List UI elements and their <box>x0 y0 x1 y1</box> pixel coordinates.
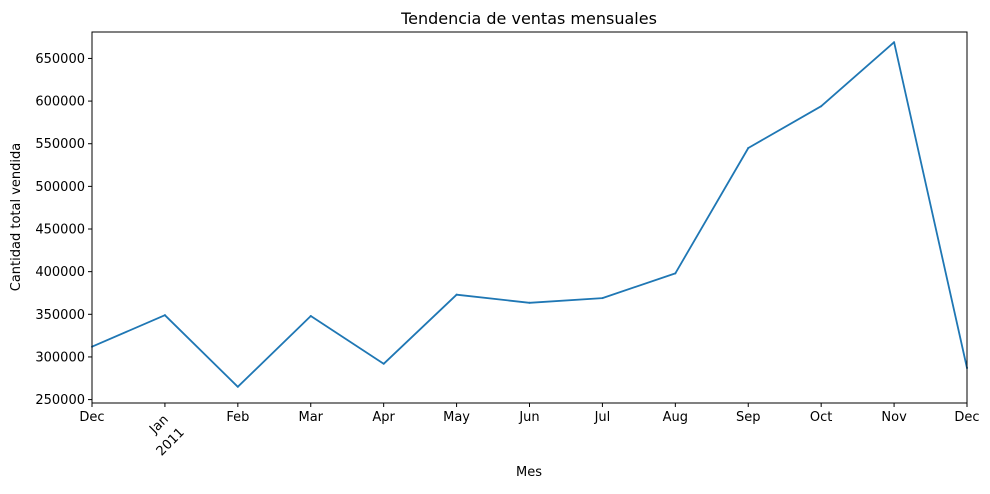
x-tick-label: Oct <box>810 410 832 425</box>
x-tick-label: Jun <box>518 410 539 425</box>
x-axis-label: Mes <box>516 465 542 480</box>
x-tick-label: Apr <box>372 410 395 425</box>
data-point <box>893 41 896 44</box>
y-tick-label: 500000 <box>35 180 85 195</box>
y-axis-label: Cantidad total vendida <box>9 143 24 291</box>
data-point <box>747 146 750 149</box>
y-tick-label: 550000 <box>35 137 85 152</box>
y-tick-label: 400000 <box>35 265 85 280</box>
data-point <box>820 105 823 108</box>
data-point <box>236 385 239 388</box>
y-tick-label: 250000 <box>35 393 85 408</box>
data-point <box>309 315 312 318</box>
y-tick-label: 650000 <box>35 52 85 67</box>
x-tick-label: Nov <box>881 410 907 425</box>
chart-title: Tendencia de ventas mensuales <box>400 9 657 28</box>
x-tick-label: Dec <box>79 410 104 425</box>
plot-area: 250000 300000 350000 400000 450000 500000 5500… <box>35 31 980 459</box>
x-tick-label: Sep <box>736 410 761 425</box>
x-tick-label: May <box>443 410 470 425</box>
x-tick-label: Mar <box>298 410 323 425</box>
y-tick-label: 300000 <box>35 350 85 365</box>
y-tick-label: 450000 <box>35 223 85 238</box>
data-point <box>163 314 166 317</box>
data-point <box>674 272 677 275</box>
x-tick-label: Dec <box>954 410 979 425</box>
x-tick-label: Aug <box>663 410 688 425</box>
x-tick-label: Jul <box>594 410 611 425</box>
y-tick-label: 600000 <box>35 95 85 110</box>
data-point <box>528 301 531 304</box>
x-tick-label: Feb <box>226 410 249 425</box>
y-tick-label: 350000 <box>35 308 85 323</box>
data-point <box>601 297 604 300</box>
data-point <box>455 293 458 296</box>
data-point <box>382 362 385 365</box>
